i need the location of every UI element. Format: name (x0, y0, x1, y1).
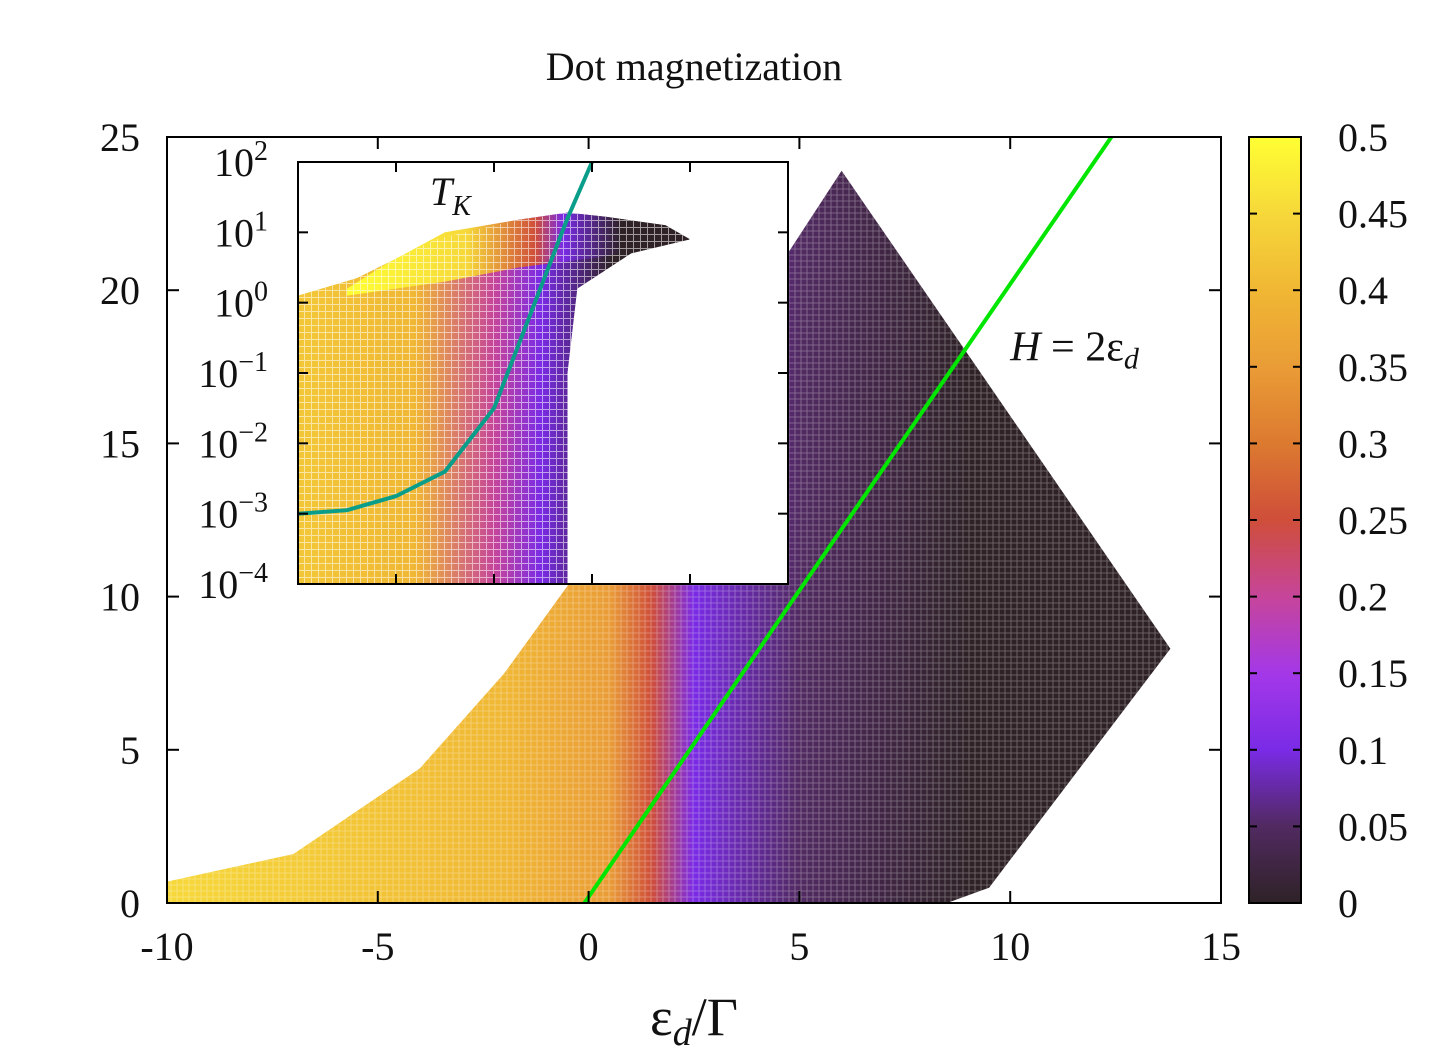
inset-y-tick-label: 100 (214, 277, 268, 326)
colorbar-tick-label: 0.45 (1338, 192, 1408, 237)
colorbar-tick-label: 0.4 (1338, 268, 1388, 313)
inset-region-hatch (298, 212, 690, 584)
chart-title: Dot magnetization (546, 44, 843, 89)
colorbar-tick-label: 0.5 (1338, 115, 1388, 160)
inset-y-tick-exp: −3 (238, 488, 268, 519)
inset-y-tick-base: 10 (214, 140, 254, 185)
annotation-h-a: H (1009, 325, 1043, 371)
x-tick-label: -10 (140, 924, 193, 969)
annotation-h-sub: d (1124, 343, 1140, 376)
inset-tk-main: T (430, 169, 455, 214)
y-tick-label: 5 (120, 728, 140, 773)
inset-y-tick-exp: 2 (254, 136, 268, 167)
x-axis-label-main: ε (650, 987, 673, 1047)
y-tick-label: 0 (120, 881, 140, 926)
colorbar-tick-label: 0 (1338, 881, 1358, 926)
inset-y-tick-label: 10−2 (198, 417, 268, 466)
x-tick-label: -5 (361, 924, 394, 969)
x-axis-label-sub: d (673, 1012, 693, 1054)
main-ticks (166, 136, 1222, 904)
x-axis-label-tail: /Γ (692, 987, 738, 1047)
y-tick-label: 10 (100, 575, 140, 620)
inset-y-tick-exp: −4 (238, 558, 268, 589)
inset-y-tick-exp: 0 (254, 277, 268, 308)
colorbar-tick-label: 0.2 (1338, 575, 1388, 620)
inset-y-tick-exp: −2 (238, 417, 268, 448)
annotation-h-b: = 2ε (1041, 325, 1124, 371)
annotation-h-2ed: H = 2εd (1009, 325, 1140, 376)
x-tick-label: 0 (579, 924, 599, 969)
colorbar-tick-label: 0.3 (1338, 421, 1388, 466)
y-tick-labels: 0 5 10 15 20 25 (100, 115, 140, 926)
inset-ticks (298, 161, 788, 585)
inset-y-tick-label: 10−3 (198, 488, 268, 537)
y-tick-label: 15 (100, 421, 140, 466)
inset-y-tick-base: 10 (214, 281, 254, 326)
y-tick-label: 25 (100, 115, 140, 160)
colorbar-tick-label: 0.05 (1338, 804, 1408, 849)
inset-y-tick-exp: 1 (254, 206, 268, 237)
colorbar: 0 0.05 0.1 0.15 0.2 0.25 0.3 0.35 0.4 0.45 0.5 (1248, 115, 1408, 926)
colorbar-ticks (1249, 136, 1301, 904)
inset-y-tick-base: 10 (198, 492, 238, 537)
inset-y-tick-base: 10 (198, 562, 238, 607)
colorbar-tick-label: 0.25 (1338, 498, 1408, 543)
inset-tk-label: TK (430, 169, 472, 222)
colorbar-tick-label: 0.1 (1338, 728, 1388, 773)
inset-y-tick-base: 10 (198, 351, 238, 396)
x-tick-label: 15 (1201, 924, 1241, 969)
colorbar-tick-label: 0.15 (1338, 651, 1408, 696)
main-plot-frame (166, 136, 1222, 904)
colorbar-tick-labels: 0 0.05 0.1 0.15 0.2 0.25 0.3 0.35 0.4 0.45 0.5 (1338, 115, 1408, 926)
x-tick-label: 10 (990, 924, 1030, 969)
colorbar-rect (1248, 136, 1302, 904)
colorbar-tick-label: 0.35 (1338, 345, 1408, 390)
x-tick-label: 5 (789, 924, 809, 969)
inset-y-tick-label: 102 (214, 136, 268, 185)
inset-y-tick-label: 10−1 (198, 347, 268, 396)
y-tick-label: 20 (100, 268, 140, 313)
x-axis-label: εd/Γ (650, 987, 738, 1054)
inset-tk-sub: K (451, 191, 472, 222)
inset-y-tick-exp: −1 (238, 347, 268, 378)
series-line-h-2ed (582, 135, 1114, 905)
series-line-tk (297, 161, 594, 516)
inset-y-tick-base: 10 (198, 421, 238, 466)
inset-y-tick-label: 101 (214, 206, 268, 255)
inset-y-tick-base: 10 (214, 210, 254, 255)
inset-y-tick-label: 10−4 (198, 558, 268, 607)
x-tick-labels: -10 -5 0 5 10 15 (140, 924, 1241, 969)
